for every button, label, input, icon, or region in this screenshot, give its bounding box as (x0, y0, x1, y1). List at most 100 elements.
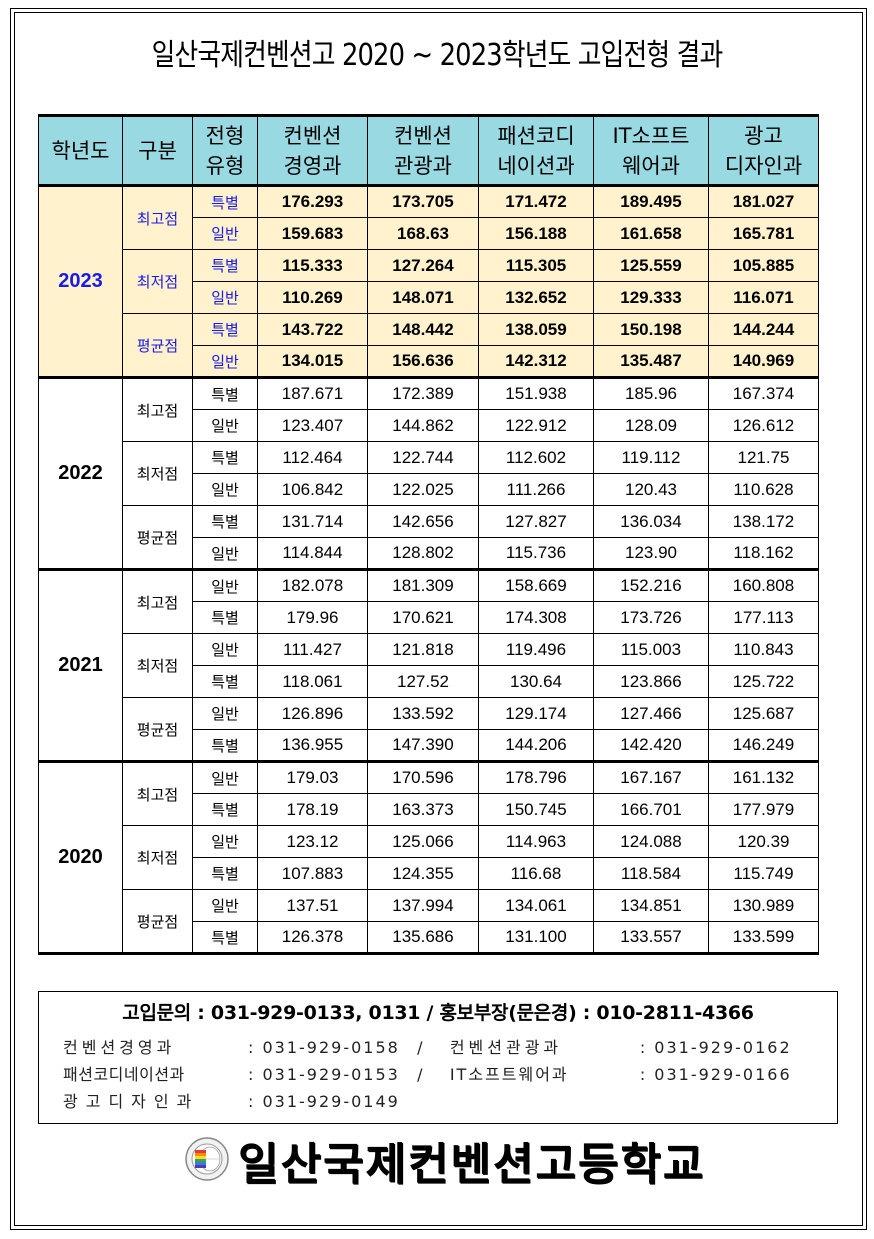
score-cell: 131.100 (478, 921, 594, 955)
score-cell: 134.061 (478, 889, 594, 922)
score-cell: 173.705 (367, 185, 479, 218)
year-section-2023: 2023 최고점 특별 176.293 173.705 171.472 189.495 181… (38, 185, 819, 379)
table-row: 일반 134.015 156.636 142.312 135.487 140.969 (39, 345, 819, 379)
admission-type-cell: 일반 (192, 889, 258, 922)
admission-type-cell: 일반 (192, 217, 258, 250)
score-cell: 123.866 (593, 665, 709, 698)
category-cell: 최저점 (122, 825, 193, 890)
table-row: 최저점 특별 112.464 122.744 112.602 119.112 121.75 (39, 441, 819, 506)
score-cell: 126.612 (708, 409, 819, 442)
score-cell: 114.963 (478, 825, 594, 858)
score-cell: 125.687 (708, 697, 819, 730)
score-cell: 167.167 (593, 761, 709, 794)
year-cell: 2020 (38, 761, 123, 955)
score-cell: 126.896 (257, 697, 368, 730)
table-row: 특별 107.883 124.355 116.68 118.584 115.749 (39, 857, 819, 890)
contact-info-box: 고입문의 : 031-929-0133, 0131 / 홍보부장(문은경) : … (38, 991, 838, 1124)
contact-phone: : 031-929-0158 (248, 1038, 400, 1057)
admission-type-cell: 일반 (192, 825, 258, 858)
table-row: 일반 114.844 128.802 115.736 123.90 118.162 (39, 537, 819, 571)
table-row: 2022 최고점 특별 187.671 172.389 151.938 185.96 167.… (38, 377, 819, 571)
table-row: 최저점 일반 111.427 121.818 119.496 115.003 110.843 (39, 633, 819, 698)
category-cell: 평균점 (122, 313, 193, 379)
header-dept-line1: 광고 (744, 123, 783, 148)
score-cell: 150.198 (593, 313, 709, 346)
table-row: 특별 178.19 163.373 150.745 166.701 177.979 (39, 793, 819, 826)
table-row: 최저점 특별 115.333 127.264 115.305 125.559 105.885 (39, 249, 819, 314)
score-cell: 136.955 (257, 729, 368, 763)
score-cell: 179.96 (257, 601, 368, 634)
table-row: 특별 118.061 127.52 130.64 123.866 125.722 (39, 665, 819, 698)
score-cell: 158.669 (478, 569, 594, 602)
score-cell: 122.744 (367, 441, 479, 474)
score-cell: 178.19 (257, 793, 368, 826)
score-cell: 107.883 (257, 857, 368, 890)
contact-phone: : 031-929-0162 (639, 1038, 792, 1057)
score-cell: 115.736 (478, 537, 594, 571)
header-dept-line1: 컨벤션 (283, 123, 342, 148)
admission-type-cell: 특별 (192, 729, 258, 763)
score-cell: 131.714 (257, 505, 368, 538)
admission-type-cell: 일반 (192, 473, 258, 506)
score-cell: 121.75 (708, 441, 819, 474)
table-row: 특별 136.955 147.390 144.206 142.420 146.249 (39, 729, 819, 763)
score-cell: 110.628 (708, 473, 819, 506)
admission-type-cell: 특별 (192, 377, 258, 410)
score-cell: 135.487 (593, 345, 709, 379)
admission-type-cell: 특별 (192, 249, 258, 282)
score-cell: 106.842 (257, 473, 368, 506)
contact-main-line: 고입문의 : 031-929-0133, 0131 / 홍보부장(문은경) : … (122, 1002, 754, 1024)
score-cell: 161.132 (708, 761, 819, 794)
score-cell: 127.466 (593, 697, 709, 730)
category-cell: 평균점 (122, 889, 193, 955)
header-dept-line2: 관광과 (394, 153, 452, 178)
score-cell: 119.496 (478, 633, 594, 666)
score-cell: 118.584 (593, 857, 709, 890)
score-cell: 160.808 (708, 569, 819, 602)
contact-phone: : 031-929-0166 (639, 1065, 792, 1084)
table-row: 평균점 특별 131.714 142.656 127.827 136.034 138.172 (39, 505, 819, 571)
year-section-2021: 2021 최고점 일반 182.078 181.309 158.669 152.216 160… (38, 569, 819, 763)
score-cell: 120.39 (708, 825, 819, 858)
score-cell: 118.061 (257, 665, 368, 698)
table-row: 특별 126.378 135.686 131.100 133.557 133.599 (39, 921, 819, 955)
score-cell: 189.495 (593, 185, 709, 218)
table-row: 평균점 특별 143.722 148.442 138.059 150.198 144.244 (39, 313, 819, 379)
score-cell: 152.216 (593, 569, 709, 602)
score-cell: 161.658 (593, 217, 709, 250)
contact-separator: / (417, 1065, 423, 1084)
header-type-line1: 전형 (205, 123, 245, 148)
score-cell: 125.066 (367, 825, 479, 858)
score-cell: 171.472 (478, 185, 594, 218)
score-cell: 129.174 (478, 697, 594, 730)
score-cell: 140.969 (708, 345, 819, 379)
contact-separator: / (417, 1038, 423, 1057)
school-emblem-icon (184, 1136, 230, 1182)
admission-type-cell: 일반 (192, 409, 258, 442)
header-type: 전형 유형 (192, 114, 258, 187)
score-cell: 132.652 (478, 281, 594, 314)
table-header-row: 학년도 구분 전형 유형 컨벤션 경영과 컨벤션 관광과 패션코디 네이션과 I… (38, 114, 819, 187)
score-cell: 148.442 (367, 313, 479, 346)
score-cell: 115.749 (708, 857, 819, 890)
header-dept-line1: 패션코디 (497, 123, 575, 148)
score-cell: 174.308 (478, 601, 594, 634)
score-cell: 127.52 (367, 665, 479, 698)
score-cell: 137.994 (367, 889, 479, 922)
admission-type-cell: 특별 (192, 857, 258, 890)
page-frame-outer (10, 8, 867, 1230)
table-row: 2023 최고점 특별 176.293 173.705 171.472 189.495 181… (38, 185, 819, 379)
admission-type-cell: 특별 (192, 601, 258, 634)
category-cell: 최고점 (122, 377, 193, 442)
score-cell: 111.266 (478, 473, 594, 506)
score-cell: 187.671 (257, 377, 368, 410)
score-cell: 124.355 (367, 857, 479, 890)
admission-type-cell: 특별 (192, 441, 258, 474)
score-cell: 120.43 (593, 473, 709, 506)
contact-dept: 광고디자인과 (63, 1092, 200, 1111)
contact-dept: 패션코디네이션과 (63, 1065, 185, 1084)
category-cell: 평균점 (122, 505, 193, 571)
score-cell: 172.389 (367, 377, 479, 410)
page-frame-inner (14, 12, 863, 1226)
score-cell: 148.071 (367, 281, 479, 314)
